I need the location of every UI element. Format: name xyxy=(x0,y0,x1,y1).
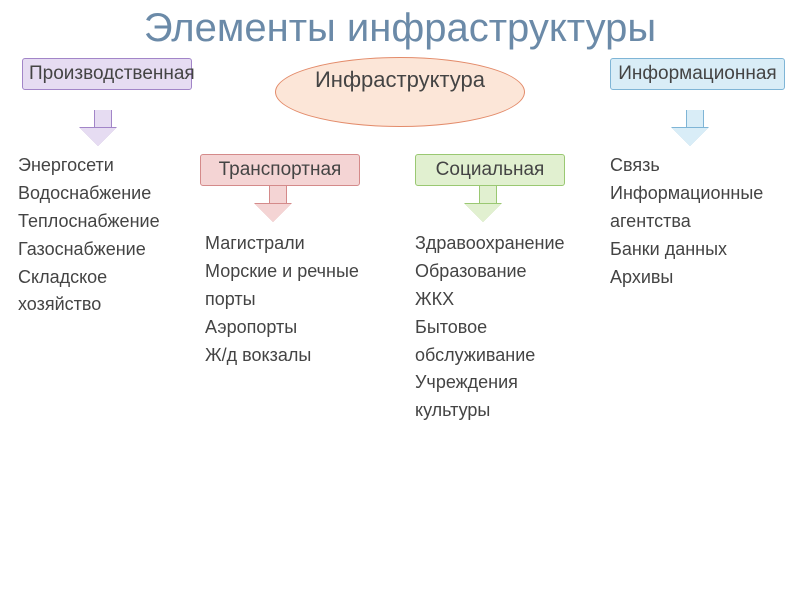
list-item: Банки данных xyxy=(610,236,785,264)
list-item: ЖКХ xyxy=(415,286,575,314)
transport-arrow xyxy=(265,186,291,222)
list-item: Морские и речные порты xyxy=(205,258,375,314)
list-item: Образование xyxy=(415,258,575,286)
social-arrow xyxy=(475,186,501,222)
center-label: Инфраструктура xyxy=(315,67,485,92)
diagram-stage: Инфраструктура Производственная Энергосе… xyxy=(0,52,800,552)
center-node: Инфраструктура xyxy=(275,57,525,127)
social-box: Социальная xyxy=(415,154,565,186)
info-list: СвязьИнформационные агентстваБанки данны… xyxy=(610,152,785,291)
list-item: Теплоснабжение xyxy=(18,208,188,236)
production-arrow xyxy=(90,110,116,146)
production-label: Производственная xyxy=(29,63,195,84)
list-item: Газоснабжение xyxy=(18,236,188,264)
social-list: ЗдравоохранениеОбразованиеЖКХБытовое обс… xyxy=(415,230,575,425)
info-arrow xyxy=(682,110,708,146)
production-list: ЭнергосетиВодоснабжениеТеплоснабжениеГаз… xyxy=(18,152,188,319)
list-item: Учреждения культуры xyxy=(415,369,575,425)
social-label: Социальная xyxy=(436,159,545,180)
info-box: Информационная xyxy=(610,58,785,90)
list-item: Связь xyxy=(610,152,785,180)
info-label: Информационная xyxy=(618,63,776,84)
list-item: Складское хозяйство xyxy=(18,264,188,320)
list-item: Водоснабжение xyxy=(18,180,188,208)
list-item: Здравоохранение xyxy=(415,230,575,258)
list-item: Магистрали xyxy=(205,230,375,258)
transport-label: Транспортная xyxy=(219,159,342,180)
list-item: Информационные агентства xyxy=(610,180,785,236)
slide-title: Элементы инфраструктуры xyxy=(0,6,800,50)
list-item: Аэропорты xyxy=(205,314,375,342)
list-item: Бытовое обслуживание xyxy=(415,314,575,370)
production-box: Производственная xyxy=(22,58,192,90)
transport-box: Транспортная xyxy=(200,154,360,186)
list-item: Ж/д вокзалы xyxy=(205,342,375,370)
list-item: Архивы xyxy=(610,264,785,292)
transport-list: МагистралиМорские и речные портыАэропорт… xyxy=(205,230,375,369)
list-item: Энергосети xyxy=(18,152,188,180)
